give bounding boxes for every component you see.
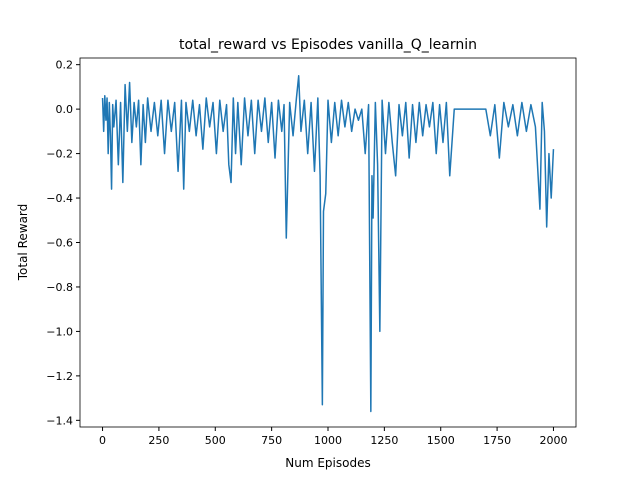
x-tick-label: 250 xyxy=(148,434,169,447)
y-tick-label: −1.4 xyxy=(46,414,73,427)
y-tick-label: −0.2 xyxy=(46,148,73,161)
y-axis-label: Total Reward xyxy=(16,204,30,282)
data-line xyxy=(101,75,555,413)
x-tick-label: 500 xyxy=(205,434,226,447)
y-tick-label: −1.0 xyxy=(46,325,73,338)
y-tick-label: −0.6 xyxy=(46,237,73,250)
x-tick-label: 750 xyxy=(261,434,282,447)
y-tick-label: 0.0 xyxy=(56,103,74,116)
x-tick-label: 2000 xyxy=(539,434,567,447)
x-tick-label: 1500 xyxy=(427,434,455,447)
x-tick-label: 1000 xyxy=(314,434,342,447)
y-tick-label: −1.2 xyxy=(46,370,73,383)
chart-title: total_reward vs Episodes vanilla_Q_learn… xyxy=(179,37,477,53)
x-tick-label: 1750 xyxy=(483,434,511,447)
x-tick-label: 1250 xyxy=(370,434,398,447)
plot-frame xyxy=(79,57,577,428)
y-tick-label: 0.2 xyxy=(56,59,74,72)
y-tick-label: −0.8 xyxy=(46,281,73,294)
x-axis-label: Num Episodes xyxy=(285,456,370,470)
y-tick-label: −0.4 xyxy=(46,192,73,205)
x-tick-label: 0 xyxy=(99,434,106,447)
